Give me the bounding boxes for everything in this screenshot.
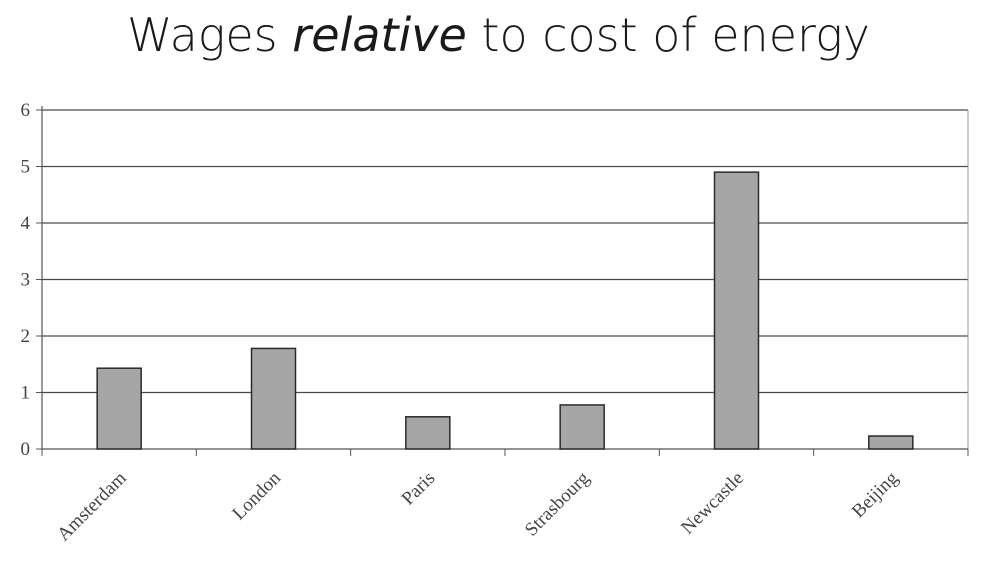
title-before: Wages [127,8,293,62]
x-tick-labels: Amsterdam London Paris Strasbourg Newcastle B… [53,467,903,545]
title-emphasis: relative [292,8,467,62]
bar-london [250,347,297,450]
bar-paris [405,416,451,450]
x-label-beijing: Beijing [848,467,903,522]
chart-title: Wages relative to cost of energy [0,0,997,80]
y-tick-label: 6 [21,100,31,121]
x-label-strasbourg: Strasbourg [521,467,594,540]
y-tick-label: 4 [21,213,31,234]
y-tick-label: 0 [21,439,31,460]
x-label-london: London [228,467,285,524]
x-label-newcastle: Newcastle [677,468,748,539]
y-tick-label: 5 [21,157,31,178]
gridlines [42,109,969,449]
bar-newcastle [713,171,760,450]
bar-amsterdam [96,367,142,450]
y-tick-label: 3 [21,270,31,291]
bars [96,171,914,450]
bar-beijing [868,435,914,450]
x-label-amsterdam: Amsterdam [53,468,131,546]
title-after: to cost of energy [466,8,870,62]
y-axis: 0 1 2 3 4 5 6 [21,100,43,460]
y-tick-label: 2 [21,326,31,347]
x-axis [41,448,969,456]
bar-strasbourg [559,404,605,450]
x-label-paris: Paris [398,468,440,510]
y-tick-label: 1 [21,383,31,404]
